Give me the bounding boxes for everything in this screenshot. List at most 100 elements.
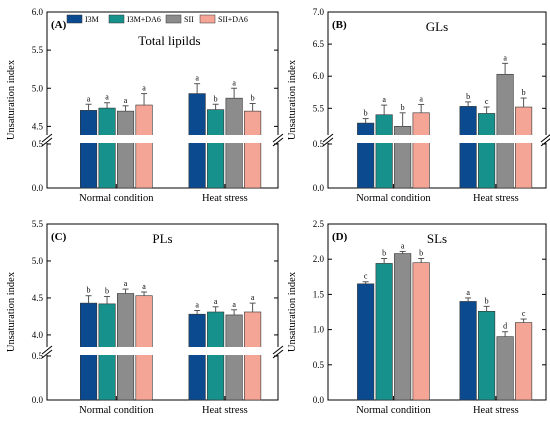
panel-letter: (C) [51,231,67,243]
y-tick-label: 4.5 [32,121,44,131]
category-label: Normal condition [356,193,431,204]
y-tick-label: 6.0 [32,7,44,17]
y-tick-label: 1.0 [313,325,325,335]
panel-d: 0.0 0.5 1.0 1.5 2.0 2.5 c b a b Normal condition a b… [287,219,547,416]
significance-letter: b [419,248,423,257]
y-tick-label: 6.0 [313,71,325,81]
significance-letter: c [364,272,368,281]
panel-letter: (B) [332,19,347,31]
bar [357,283,375,401]
axis-break-band [41,135,284,143]
significance-letter: a [142,84,146,93]
y-tick-label: 0.0 [32,183,44,193]
panel-c: 0.0 0.5 4.0 4.5 5.0 5.5 b b a a Normal condition a a… [6,219,284,416]
y-axis-label: Unsaturation index [6,271,17,352]
plot-frame [46,223,279,401]
axis-break-mark [41,345,53,355]
legend-label: I3M [85,15,99,24]
plot-frame [327,223,547,401]
significance-letter: a [87,94,91,103]
bar [135,104,153,189]
axis-break-mark [41,137,53,147]
y-tick-label: 7.0 [313,7,325,17]
bar [412,112,430,189]
legend-swatch [108,14,125,24]
y-tick-label: 4.5 [32,293,44,303]
bar [375,263,393,401]
legend-label: I3M+DA6 [127,15,161,24]
bar [375,114,393,189]
y-tick-label: 0.5 [313,139,325,149]
significance-letter: a [232,78,236,87]
significance-letter: a [142,282,146,291]
significance-letter: c [485,97,489,106]
y-tick-label: 0.0 [313,395,325,405]
bar [207,311,225,401]
y-tick-label: 6.5 [313,39,325,49]
axis-break-mark [322,137,334,147]
legend-label: SII [184,15,194,24]
significance-letter: b [87,286,91,295]
y-tick-label: 2.5 [313,219,325,229]
significance-letter: b [382,248,386,257]
significance-letter: b [251,94,255,103]
panel-title: Total lipilds [138,33,200,48]
y-tick-label: 0.5 [313,360,325,370]
bar [244,311,262,401]
bar [357,122,375,189]
y-tick-label: 1.5 [313,289,325,299]
bar [244,110,262,189]
panel-letter: (A) [51,19,67,31]
bar [117,110,135,189]
category-label: Heat stress [473,405,519,416]
significance-letter: a [419,94,423,103]
axis-break-mark [322,133,334,143]
axis-break-mark [540,134,550,143]
significance-letter: a [232,300,236,309]
bar [478,113,496,189]
bar [98,107,116,189]
axis-break-mark [41,349,53,359]
bar [225,314,243,401]
y-axis-label: Unsaturation index [287,59,298,140]
category-label: Normal condition [79,405,154,416]
y-tick-label: 5.5 [32,219,44,229]
category-label: Heat stress [473,193,519,204]
bar [515,106,533,189]
y-axis-label: Unsaturation index [287,271,298,352]
bar [394,253,412,401]
y-tick-label: 0.5 [32,139,44,149]
axis-break-mark [41,133,53,143]
bar [412,262,430,401]
y-tick-label: 0.0 [313,183,325,193]
legend-swatch [199,14,216,24]
bar [225,97,243,189]
significance-letter: a [124,279,128,288]
bar [207,109,225,189]
y-tick-label: 5.0 [32,83,44,93]
significance-letter: b [105,286,109,295]
legend: I3M I3M+DA6 SII SII+DA6 [66,14,248,24]
significance-letter: a [105,93,109,102]
category-label: Heat stress [202,405,248,416]
significance-letter: a [124,96,128,105]
bar [80,110,98,189]
legend-swatch [165,14,182,24]
significance-letter: b [401,103,405,112]
significance-letter: a [466,288,470,297]
y-tick-label: 0.0 [32,395,44,405]
significance-letter: a [251,293,255,302]
significance-letter: d [503,322,507,331]
significance-letter: a [195,74,199,83]
y-tick-label: 0.5 [32,351,44,361]
axis-break-band [322,135,550,143]
y-tick-label: 4.0 [32,330,44,340]
panel-a: 0.0 0.5 4.5 5.0 5.5 6.0 a a a a Normal condition a b… [6,7,284,204]
y-tick-label: 5.5 [313,103,325,113]
y-tick-label: 5.5 [32,45,44,55]
legend-swatch [66,14,83,24]
bar [459,301,477,401]
bar [188,313,206,401]
axis-break-mark [272,137,284,147]
